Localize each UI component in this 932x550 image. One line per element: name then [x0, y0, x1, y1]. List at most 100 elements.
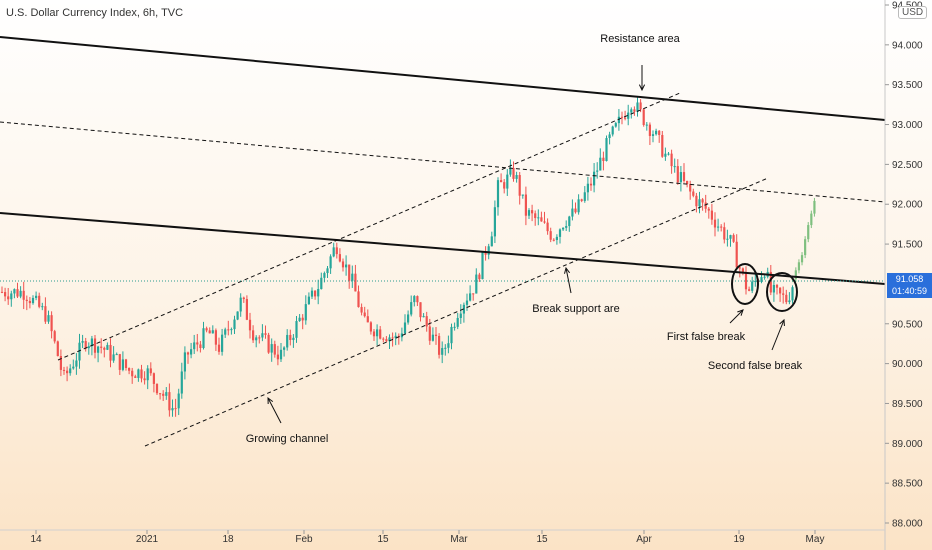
candle-body	[636, 102, 639, 112]
annotation-arrow	[771, 319, 785, 351]
candle-body	[744, 272, 748, 290]
candle-body	[775, 284, 779, 288]
candle-body	[137, 369, 140, 378]
trendlines-group	[0, 36, 886, 447]
candle-body	[720, 226, 723, 228]
candle-body	[357, 291, 360, 308]
candle-body	[183, 352, 186, 372]
candle-body	[493, 207, 496, 237]
candle-body	[224, 329, 227, 335]
candle-body	[534, 213, 537, 219]
candle-body	[100, 346, 103, 348]
price-tick-label: 90.000	[892, 359, 923, 370]
candle-body	[118, 354, 121, 370]
candle-body	[13, 289, 16, 294]
price-tick-label: 92.000	[892, 200, 923, 211]
candle-body	[326, 268, 329, 274]
annotation-label: Resistance area	[600, 33, 680, 45]
candle-body	[689, 184, 692, 192]
candle-body	[602, 157, 605, 162]
candle-body	[667, 153, 670, 155]
price-tick-label: 94.000	[892, 40, 923, 51]
candle-body	[549, 231, 552, 240]
candle-body	[788, 300, 791, 303]
candle-body	[701, 199, 704, 203]
time-tick-label: 15	[377, 534, 389, 545]
annotation-arrowhead	[638, 84, 646, 92]
price-tick-label: 88.000	[892, 519, 923, 530]
candle-body	[103, 347, 106, 350]
chart-title: U.S. Dollar Currency Index, 6h, TVC	[6, 7, 184, 19]
candle-body	[7, 296, 10, 300]
price-tick-label: 90.500	[892, 319, 923, 330]
candle-body	[735, 241, 738, 268]
candle-body	[22, 290, 25, 300]
candle-body	[205, 328, 208, 331]
candle-body	[586, 183, 589, 193]
candle-body	[320, 277, 323, 290]
candle-body	[162, 393, 165, 396]
candle-body	[441, 348, 444, 355]
candle-body	[400, 333, 403, 338]
channel-lower-dashed	[144, 177, 769, 447]
candle-body	[555, 236, 558, 241]
candle-body	[236, 311, 239, 320]
candle-body	[583, 192, 586, 201]
candle-body	[354, 273, 357, 292]
candle-body	[484, 251, 487, 255]
candle-body	[270, 344, 273, 353]
candle-body	[106, 344, 109, 350]
annotation-arrow	[729, 309, 744, 324]
candle-body	[75, 360, 78, 367]
candle-body	[252, 330, 255, 341]
candle-body	[642, 109, 645, 125]
time-tick-label: 14	[30, 534, 42, 545]
candle-body	[109, 344, 112, 361]
candle-body	[748, 289, 751, 291]
candle-body	[124, 359, 128, 368]
candle-body	[503, 182, 506, 189]
candle-body	[279, 349, 283, 360]
candle-body	[382, 338, 385, 340]
upper-resistance-line	[0, 36, 886, 121]
candle-body	[208, 330, 211, 334]
candle-body	[512, 167, 515, 179]
candle-body	[363, 312, 366, 317]
candle-body	[698, 199, 701, 207]
annotation-arrow	[565, 267, 572, 294]
candle-body	[527, 210, 531, 216]
candle-body	[438, 335, 441, 355]
candle-body	[599, 157, 602, 171]
bar-countdown: 01:40:59	[891, 286, 928, 296]
candle-body	[500, 180, 503, 183]
candle-body	[713, 219, 717, 228]
candle-body	[295, 321, 298, 338]
candle-body	[50, 315, 53, 332]
price-tick-label: 93.000	[892, 120, 923, 131]
candle-body	[574, 208, 577, 213]
currency-badge[interactable]: USD	[898, 6, 928, 19]
candle-body	[676, 166, 679, 183]
forecast-body	[810, 213, 813, 226]
candle-body	[434, 334, 438, 336]
candle-body	[276, 354, 279, 360]
candle-body	[149, 368, 152, 374]
candle-body	[630, 109, 633, 113]
candle-body	[177, 393, 180, 409]
candle-body	[540, 217, 543, 222]
candle-body	[366, 316, 369, 323]
candle-body	[19, 290, 22, 297]
candles-group	[0, 97, 794, 417]
candle-body	[369, 322, 372, 332]
annotation-label: Second false break	[708, 360, 803, 372]
candle-body	[469, 293, 472, 301]
candle-body	[453, 326, 456, 328]
candle-body	[620, 116, 624, 118]
candle-body	[738, 267, 741, 269]
candle-body	[335, 247, 338, 255]
candle-body	[69, 368, 72, 374]
candle-body	[131, 370, 134, 377]
candle-body	[413, 296, 416, 303]
annotation-arrowhead	[737, 309, 744, 316]
